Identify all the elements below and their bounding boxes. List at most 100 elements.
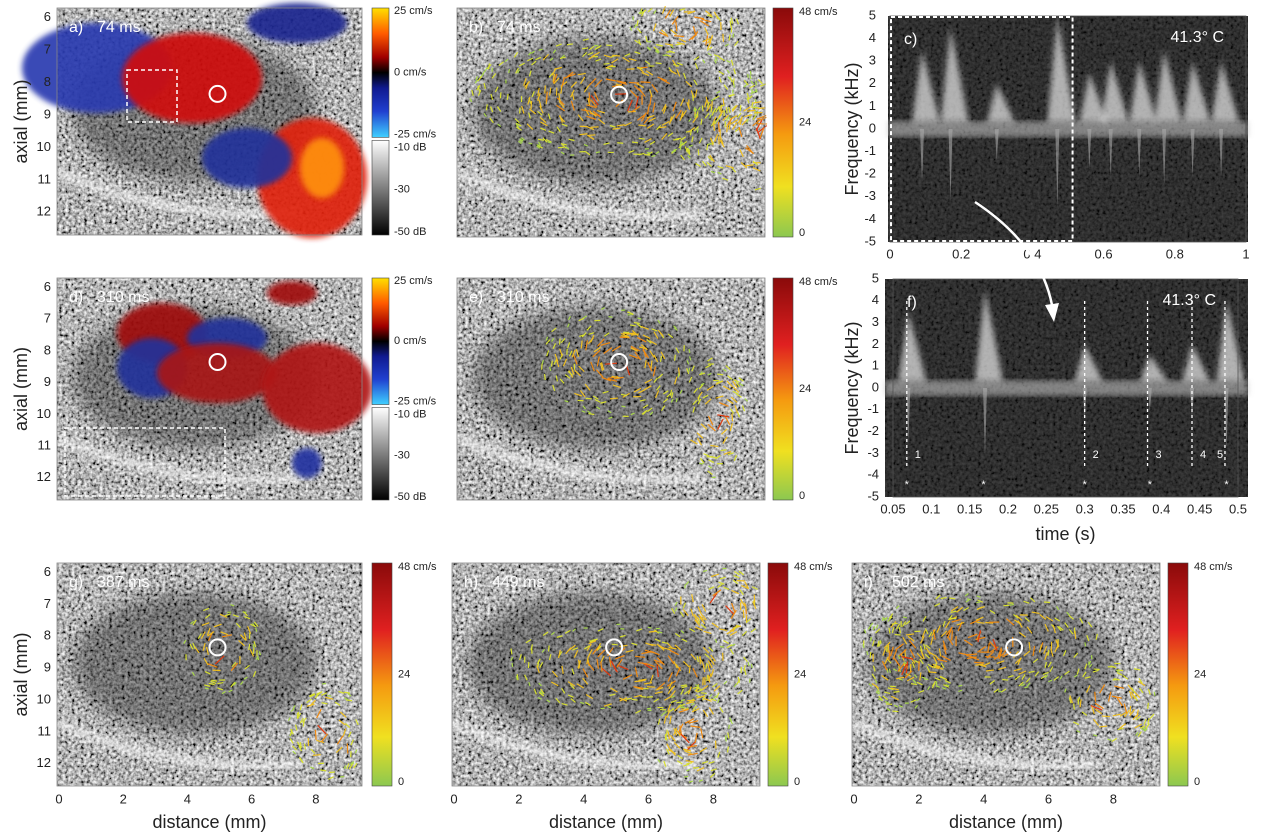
y-tick-label: 10 — [37, 691, 51, 706]
velocity-arrow — [595, 58, 602, 62]
velocity-arrow — [633, 694, 642, 698]
velocity-arrow — [680, 733, 690, 744]
velocity-arrow — [350, 761, 355, 765]
velocity-arrow — [742, 609, 745, 618]
velocity-arrow — [327, 776, 334, 780]
velocity-arrow — [696, 695, 705, 699]
velocity-arrow — [732, 78, 735, 85]
velocity-arrow — [603, 142, 610, 146]
velocity-arrow — [977, 630, 982, 643]
velocity-arrow — [888, 650, 891, 661]
velocity-arrow — [686, 762, 693, 765]
velocity-arrow — [977, 645, 986, 653]
velocity-arrow — [657, 76, 668, 82]
velocity-arrow — [689, 129, 693, 136]
tissue-band — [55, 718, 302, 771]
velocity-arrow — [1153, 691, 1156, 696]
velocity-arrow — [684, 718, 695, 724]
velocity-arrow — [516, 674, 519, 681]
x-tick-label: 4 — [980, 791, 987, 806]
spectral-peak — [920, 129, 925, 185]
velocity-arrow — [572, 628, 577, 632]
velocity-arrow — [695, 626, 703, 631]
velocity-arrow — [946, 628, 953, 639]
panel-label: e) — [469, 289, 483, 306]
y-tick-label: 0 — [869, 120, 876, 135]
panel-frame — [456, 277, 766, 501]
velocity-arrow — [688, 665, 691, 674]
asterisk: * — [1148, 479, 1153, 491]
velocity-arrow — [1147, 702, 1149, 709]
velocity-arrow — [694, 16, 705, 20]
velocity-arrow — [884, 701, 889, 704]
velocity-arrow — [586, 115, 597, 120]
velocity-arrow — [673, 727, 678, 736]
velocity-arrow — [669, 734, 676, 742]
velocity-arrow — [647, 47, 651, 51]
velocity-arrow — [730, 119, 739, 125]
velocity-arrow — [717, 171, 722, 175]
colorbar-label: 0 — [799, 227, 805, 239]
velocity-arrow — [707, 357, 713, 362]
velocity-arrow — [938, 648, 942, 657]
velocity-arrow — [548, 72, 554, 78]
x-tick-label: 6 — [248, 791, 255, 806]
velocity-arrow — [306, 698, 312, 704]
velocity-arrow — [722, 114, 729, 122]
velocity-arrow — [924, 628, 929, 635]
velocity-arrow — [722, 436, 728, 444]
velocity-arrow — [707, 415, 714, 426]
velocity-arrow — [1064, 670, 1070, 676]
velocity-arrow — [712, 589, 722, 597]
velocity-arrow — [652, 23, 657, 32]
spectral-peak — [975, 289, 1003, 382]
velocity-arrow — [710, 137, 714, 146]
velocity-arrow — [638, 10, 643, 14]
y-tick-label: 4 — [872, 292, 879, 307]
velocity-arrow — [750, 80, 754, 85]
velocity-arrow — [208, 682, 215, 686]
x-axis-label: time (s) — [1036, 524, 1096, 544]
velocity-arrow — [893, 690, 900, 693]
velocity-arrow — [722, 368, 727, 372]
velocity-arrow — [1101, 715, 1110, 718]
velocity-arrow — [717, 113, 723, 120]
velocity-arrow — [722, 385, 731, 391]
velocity-arrow — [539, 690, 544, 695]
velocity-arrow — [682, 602, 687, 609]
sample-circle — [208, 84, 227, 103]
velocity-arrow — [691, 707, 700, 713]
velocity-arrow — [298, 745, 302, 752]
velocity-arrow — [862, 644, 865, 649]
velocity-arrow — [686, 147, 690, 154]
velocity-arrow — [221, 634, 232, 638]
velocity-arrow — [1049, 666, 1054, 673]
velocity-arrow — [325, 696, 334, 700]
velocity-arrow — [755, 127, 761, 140]
velocity-arrow — [192, 642, 196, 649]
y-tick-label: -5 — [864, 233, 876, 248]
velocity-arrow — [698, 137, 703, 144]
velocity-arrow — [1116, 671, 1123, 676]
velocity-arrow — [230, 662, 239, 672]
velocity-arrow — [681, 685, 688, 689]
velocity-arrow — [593, 346, 601, 353]
velocity-arrow — [637, 66, 645, 73]
velocity-arrow — [726, 69, 730, 74]
velocity-arrow — [982, 662, 991, 667]
spectrogram — [888, 16, 1248, 242]
velocity-arrow — [717, 418, 724, 430]
velocity-arrow — [321, 702, 328, 705]
velocity-arrow — [539, 116, 547, 124]
velocity-arrow — [692, 399, 698, 406]
velocity-arrow — [314, 729, 317, 740]
colorbar — [371, 7, 390, 138]
colorbar — [371, 277, 390, 405]
colorbar-label: -30 — [394, 184, 410, 196]
velocity-arrow — [590, 94, 599, 106]
velocity-arrow — [1039, 644, 1043, 653]
velocity-arrow — [730, 59, 734, 66]
velocity-arrow — [537, 92, 541, 101]
velocity-arrow — [975, 616, 984, 621]
velocity-arrow — [714, 133, 719, 142]
